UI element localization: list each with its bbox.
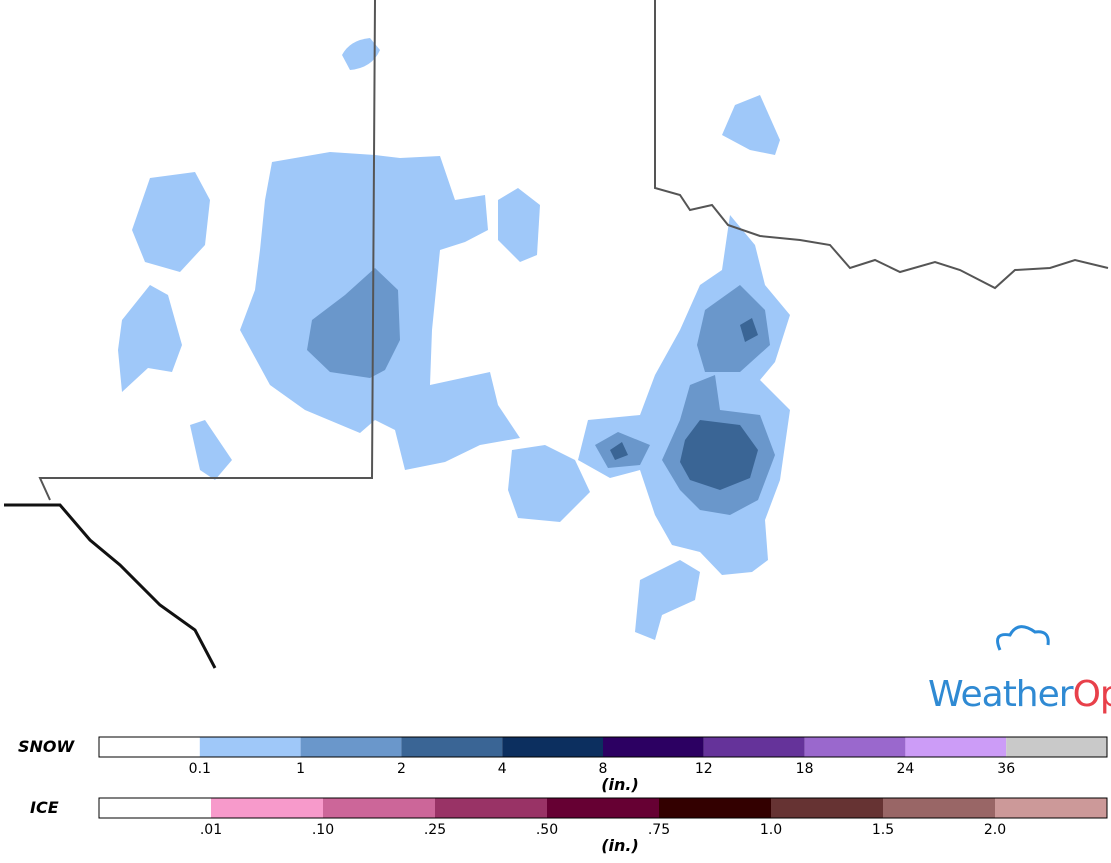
legend-tick-label: .01 [200,822,222,838]
legend-swatch [99,737,200,757]
legend-tick-label: 1.0 [760,822,782,838]
legend-label: ICE [30,798,59,817]
snow-area [635,560,700,640]
legend-tick-label: 1.5 [872,822,894,838]
legend-swatch [401,737,503,757]
legend-swatch [199,737,301,757]
legend-swatch [300,737,402,757]
legend-tick-label: 12 [695,761,713,777]
snow-area [508,445,590,522]
snow-area [610,442,628,460]
legend-label: SNOW [18,737,76,756]
legend-swatch [703,737,805,757]
legend-tick-label: 36 [997,761,1015,777]
legend-frame [98,736,1108,758]
legend-tick-label: .75 [648,822,670,838]
logo: WeatherOps [928,625,1111,715]
country-border [4,503,217,669]
legend-tick-label: 18 [796,761,814,777]
legend-unit: (in.) [601,836,639,855]
legend-tick-label: 24 [896,761,914,777]
snow-area [740,318,758,342]
legend-swatch [603,737,704,757]
snow-areas [118,38,790,640]
snow-area [680,420,758,490]
legend-swatch [905,737,1007,757]
legend-tick-label: 8 [599,761,608,777]
logo-first: Weather [928,674,1074,715]
snow-area [307,268,400,378]
snow-area [132,172,210,272]
snow-area [118,285,182,392]
legend-tick-label: .10 [312,822,334,838]
legend-swatch [99,798,211,818]
logo-text: WeatherOps [928,674,1111,715]
legend-swatch [435,798,547,818]
legend-swatch [211,798,323,818]
logo-second: Ops [1073,674,1111,715]
legend-swatch [323,798,435,818]
logo-icon [996,625,1050,651]
legend-swatch [995,798,1107,818]
snow-area [697,285,770,372]
legend-swatch [659,798,771,818]
legend-tick-label: .25 [424,822,446,838]
snow-area [190,420,232,480]
legend-swatch [1006,737,1107,757]
legend-swatch [502,737,603,757]
legend-tick-label: 2.0 [984,822,1006,838]
snow-area [498,188,540,262]
legend-tick-label: 2 [397,761,406,777]
legend-swatch [883,798,995,818]
snow-area [722,95,780,155]
legend-swatch [771,798,883,818]
snow-area [578,215,790,575]
state-border [654,0,1109,290]
legend-swatch [547,798,659,818]
legend-tick-label: .50 [536,822,558,838]
legend-tick-label: 1 [296,761,305,777]
state-border [38,0,376,501]
legend-unit: (in.) [601,775,639,794]
legend-frame [98,797,1108,819]
state-borders [38,0,1109,501]
legend-tick-label: 4 [498,761,507,777]
legend-swatch [804,737,906,757]
snow-area [342,38,380,70]
legend-tick-label: 0.1 [189,761,211,777]
